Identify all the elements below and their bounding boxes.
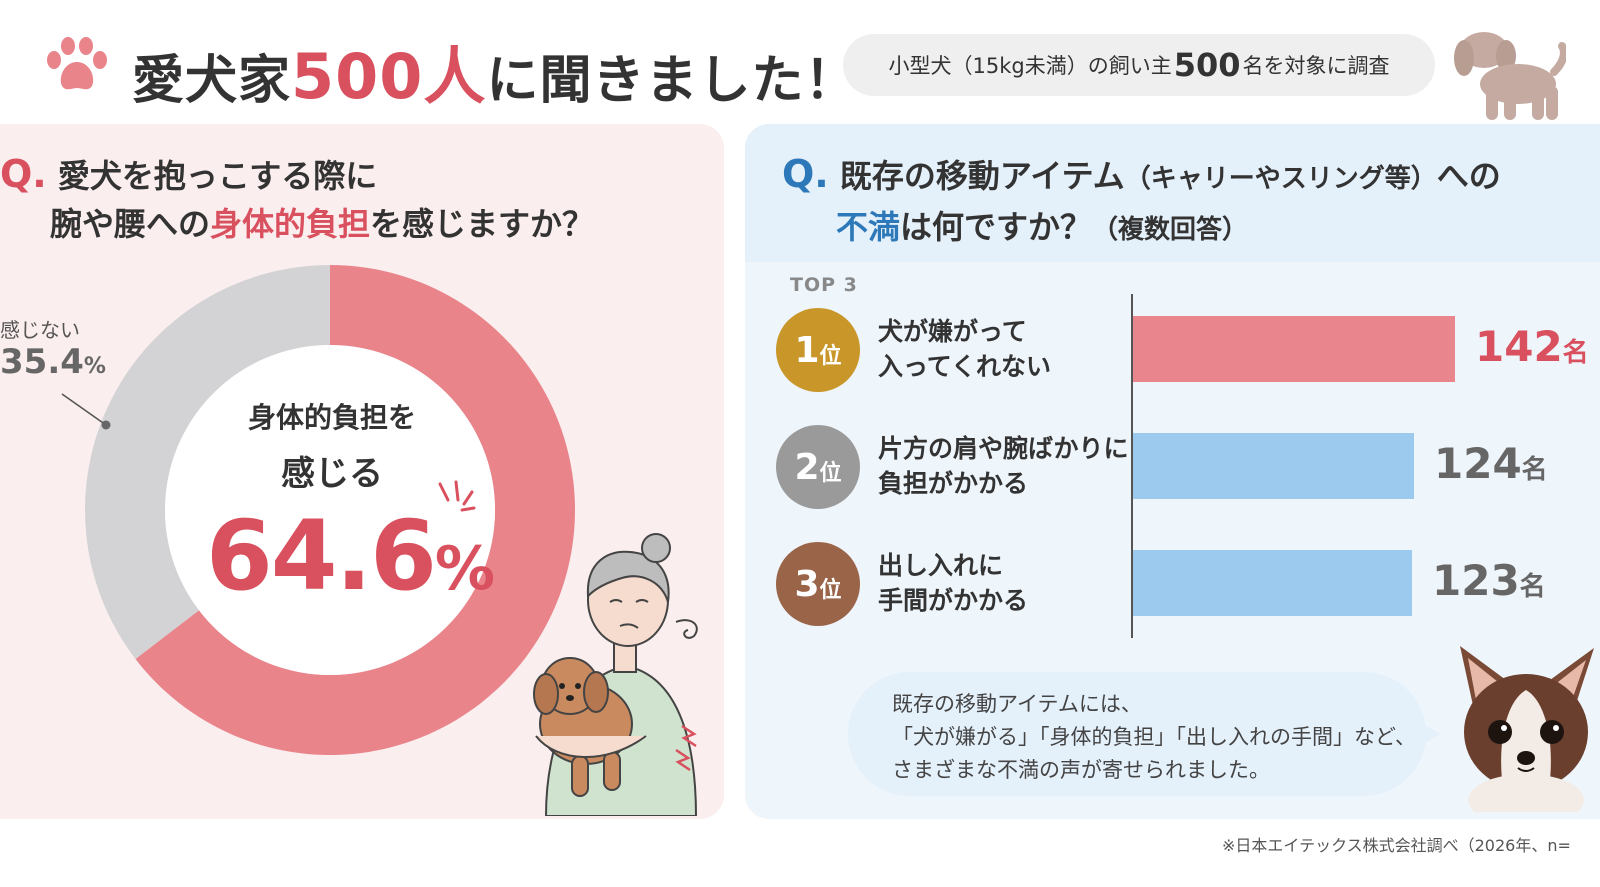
leader-dot [101, 420, 111, 430]
bar-1 [1133, 316, 1455, 382]
donut-center-value: 64.6% [206, 500, 495, 612]
survey-subtitle: 小型犬（15kg未満）の飼い主 500 名を対象に調査 [843, 34, 1435, 96]
rank-number: 3 [794, 563, 820, 605]
summary-line-3: さまざまな不満の声が寄せられました。 [892, 758, 1270, 782]
rank-suffix: 位 [819, 461, 842, 486]
bar-category-label-2: 片方の肩や腕ばかりに 負担がかかる [878, 434, 1129, 498]
summary-bubble: 既存の移動アイテムには、 「犬が嫌がる」「身体的負担」「出し入れの手間」など、 … [848, 672, 1426, 796]
bar-question: Q. 既存の移動アイテム（キャリーやスリング等）への 不満は何ですか？（複数回答… [782, 152, 1501, 246]
top3-label: TOP 3 [790, 274, 858, 296]
paw-icon [47, 37, 107, 90]
bar-value-label-3: 123名 [1432, 556, 1546, 605]
bar-category-label-1: 犬が嫌がって 入ってくれない [878, 317, 1052, 381]
bar-axis [1131, 294, 1133, 638]
bar-value-label-1: 142名 [1475, 322, 1589, 371]
chihuahua-illustration [1460, 646, 1594, 812]
page-title: 愛犬家500人に聞きました！ [132, 40, 858, 113]
donut-other-value: 35.4% [0, 342, 106, 382]
bar-category-label-3: 出し入れに 手間がかかる [878, 551, 1029, 615]
bar-value-label-2: 124名 [1434, 439, 1548, 488]
bar-3 [1133, 550, 1412, 616]
emphasis-lines-icon [438, 480, 476, 512]
donut-other-label: 感じない [0, 318, 80, 342]
donut-chart [61, 265, 576, 755]
bar-2 [1133, 433, 1414, 499]
leader-line [61, 393, 107, 426]
dog-silhouette-icon [1454, 32, 1566, 120]
summary-line-1: 既存の移動アイテムには、 [892, 692, 1142, 716]
rank-suffix: 位 [819, 344, 842, 369]
donut-slice-feel [135, 265, 576, 755]
summary-line-2: 「犬が嫌がる」「身体的負担」「出し入れの手間」など、 [892, 725, 1416, 749]
bubble-tail [1420, 722, 1440, 746]
rank-suffix: 位 [819, 578, 842, 603]
donut-slice-not-feel [85, 265, 330, 659]
woman-holding-dog-illustration [533, 533, 698, 816]
source-footnote: ※日本エイテックス株式会社調べ（2026年、n= [1222, 836, 1571, 855]
donut-center-label-line2: 感じる [281, 454, 383, 494]
donut-center-label-line1: 身体的負担を [247, 401, 416, 434]
rank-number: 1 [794, 329, 820, 371]
donut-hole [165, 345, 495, 675]
donut-question: Q. 愛犬を抱っこする際に 腕や腰への身体的負担を感じますか？ [0, 152, 595, 243]
rank-number: 2 [794, 446, 820, 488]
